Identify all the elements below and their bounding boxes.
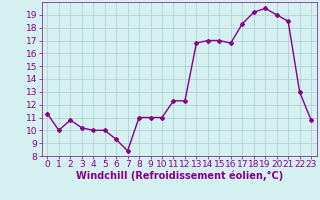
X-axis label: Windchill (Refroidissement éolien,°C): Windchill (Refroidissement éolien,°C) (76, 171, 283, 181)
